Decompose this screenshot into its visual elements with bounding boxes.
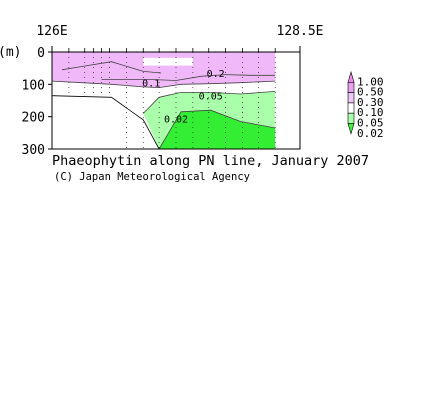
contour-label: 0.2 bbox=[207, 69, 225, 80]
legend: 1.000.500.300.100.050.02 bbox=[347, 70, 384, 140]
y-tick-label: 300 bbox=[22, 143, 45, 158]
concentration-fills bbox=[52, 52, 276, 149]
contour-inner bbox=[61, 61, 162, 74]
legend-label: 0.10 bbox=[357, 106, 384, 119]
fill-dark-green bbox=[159, 110, 276, 149]
contour-0.2 bbox=[101, 74, 276, 81]
y-axis: 0 100 200 300 bbox=[22, 46, 52, 158]
bottom-outline bbox=[51, 95, 160, 150]
legend-swatch bbox=[347, 123, 355, 135]
y-axis-label: (m) bbox=[0, 45, 21, 60]
legend-label: 0.50 bbox=[357, 86, 384, 99]
legend-label: 0.05 bbox=[357, 117, 384, 130]
legend-label: 0.30 bbox=[357, 96, 384, 109]
x-tick-label: 126E bbox=[36, 24, 67, 39]
legend-swatch bbox=[347, 92, 355, 104]
y-tick-label: 200 bbox=[22, 111, 45, 126]
contour-label: 0.05 bbox=[199, 92, 223, 103]
x-tick-label: 128.5E bbox=[277, 24, 324, 39]
legend-swatch bbox=[347, 70, 355, 83]
contour-labels: 0.2 0.1 0.05 0.02 bbox=[142, 69, 225, 125]
chart-credit: (C) Japan Meteorological Agency bbox=[54, 171, 250, 183]
contour-label: 0.02 bbox=[164, 114, 188, 125]
y-tick-label: 100 bbox=[22, 78, 45, 93]
contour-label: 0.1 bbox=[142, 79, 160, 90]
bottom-mask bbox=[52, 95, 160, 149]
contour-0.02 bbox=[158, 109, 276, 150]
plot-frame bbox=[51, 51, 301, 150]
fill-purple bbox=[52, 52, 276, 88]
missing-data-patch bbox=[143, 57, 193, 66]
legend-swatch bbox=[347, 102, 355, 114]
y-tick-label: 0 bbox=[37, 46, 45, 61]
legend-swatch bbox=[347, 112, 355, 124]
chart-title: Phaeophytin along PN line, January 2007 bbox=[52, 153, 369, 169]
x-axis: 126E 128.5E bbox=[36, 24, 323, 52]
contour-0.05 bbox=[143, 91, 276, 114]
legend-label: 0.02 bbox=[357, 127, 384, 140]
contour-lines bbox=[51, 61, 276, 150]
legend-label: 1.00 bbox=[357, 75, 384, 88]
legend-swatch bbox=[347, 82, 355, 93]
